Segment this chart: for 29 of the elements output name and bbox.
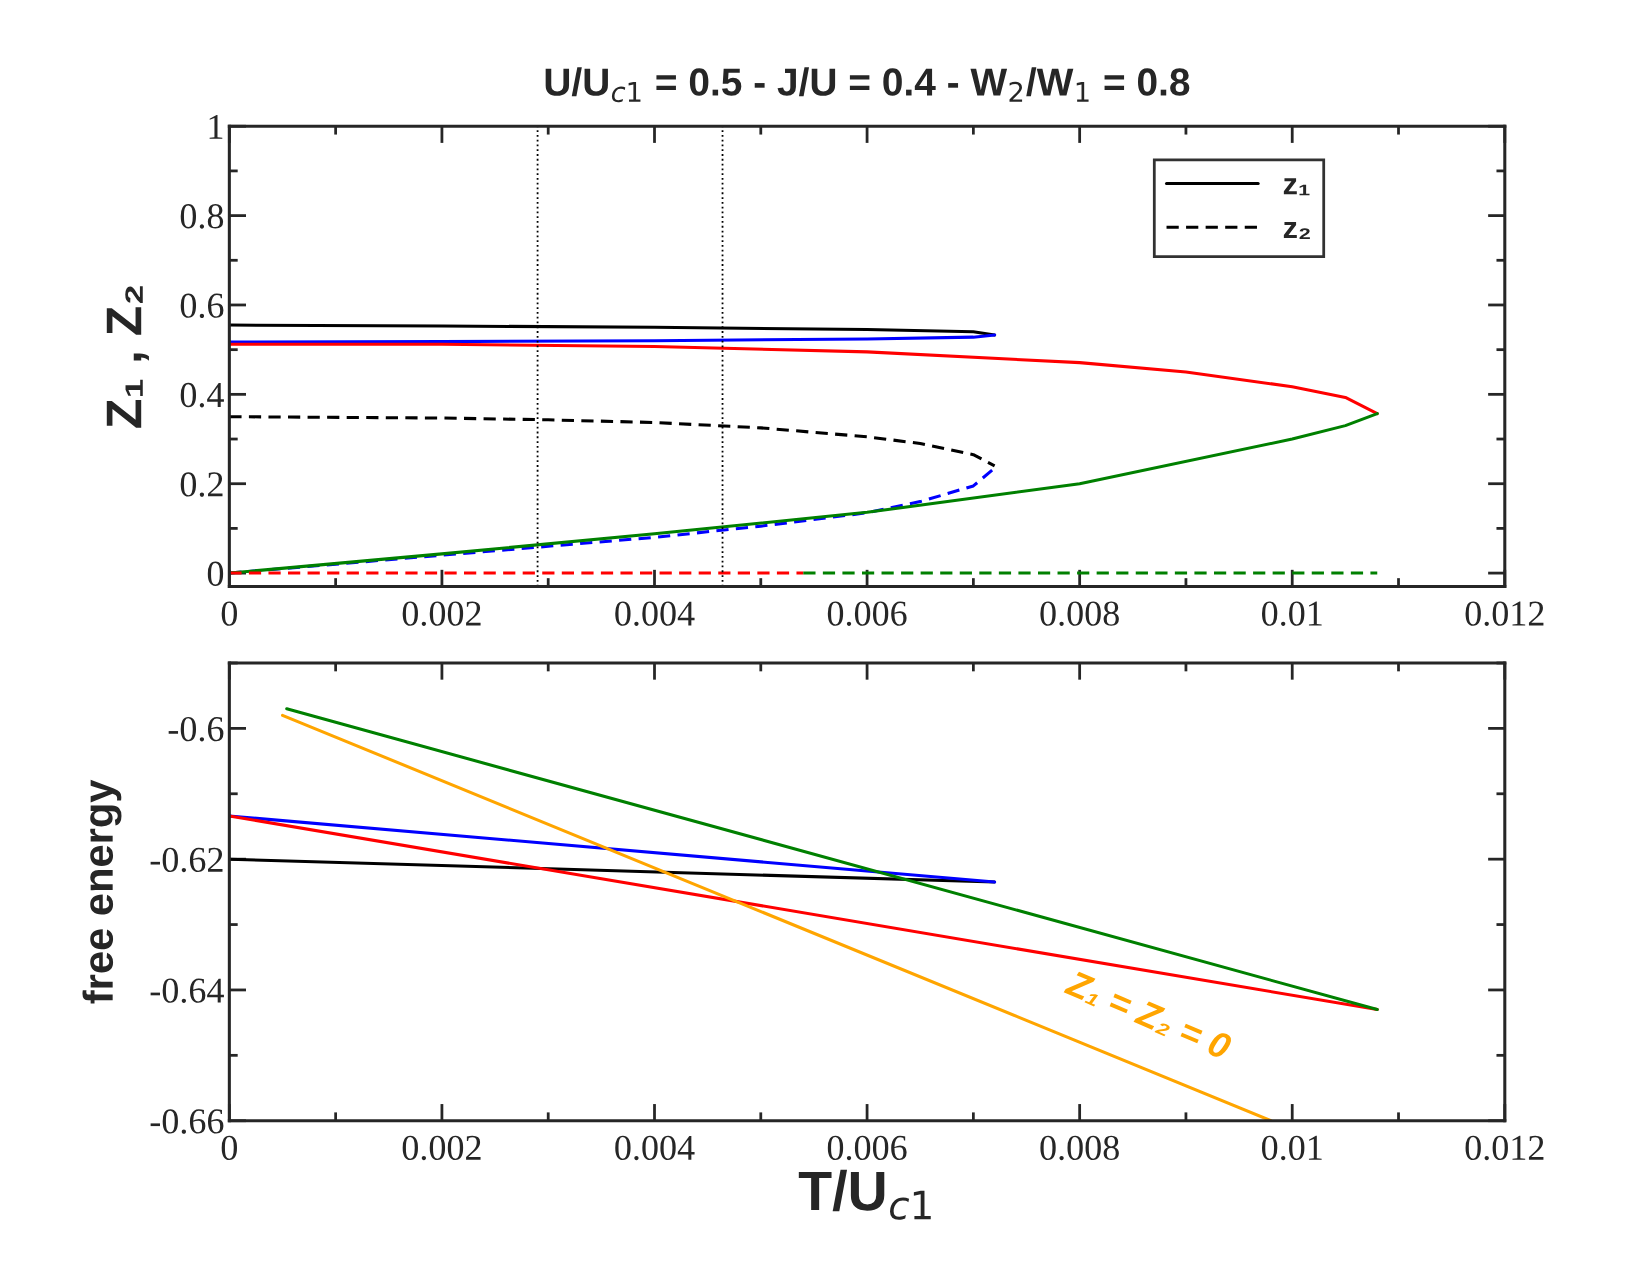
legend-label: z₂ [1283,221,1310,239]
x-axis-title: T/U$_{c1}$ [798,1169,931,1220]
x-tick-label: 0.01 [1262,1135,1322,1161]
x-tick-label: 0.012 [1465,1135,1544,1161]
legend-label: z₁ [1283,178,1310,196]
y-tick-label: 0.6 [180,293,224,319]
y-axis-title: free energy [82,779,122,1004]
x-tick-label: 0.002 [402,601,481,626]
x-tick-label: 0.006 [827,1135,907,1161]
x-tick-label: 0.008 [1040,601,1119,626]
y-tick-label: 0.4 [180,382,224,408]
y-tick-label: 1 [209,114,223,139]
y-tick-label: -0.62 [150,847,223,873]
x-tick-label: 0.004 [615,601,695,626]
annotation: Z₁ = Z₂ = 0 [1063,968,1234,1062]
y-tick-label: -0.64 [150,978,224,1003]
y-tick-label: -0.66 [150,1109,224,1134]
chart-title: U/U$_{c1}$ = 0.5 - J/U = 0.4 - W$_{2}$/W$_{1}$ = 0.8 [545,67,1190,103]
x-tick-label: 0.006 [827,601,907,626]
y-tick-label: 0.2 [180,472,223,497]
x-tick-label: 0.002 [402,1135,481,1161]
x-tick-label: 0.012 [1465,601,1544,626]
y-tick-label: 0.8 [180,204,224,229]
y-axis-title: Z₁ , Z₂ [106,286,149,428]
x-tick-label: 0.004 [615,1135,695,1161]
x-tick-label: 0.008 [1040,1135,1119,1161]
x-tick-label: 0.01 [1262,601,1322,626]
y-tick-label: -0.6 [168,716,224,742]
y-tick-label: 0 [207,561,224,586]
